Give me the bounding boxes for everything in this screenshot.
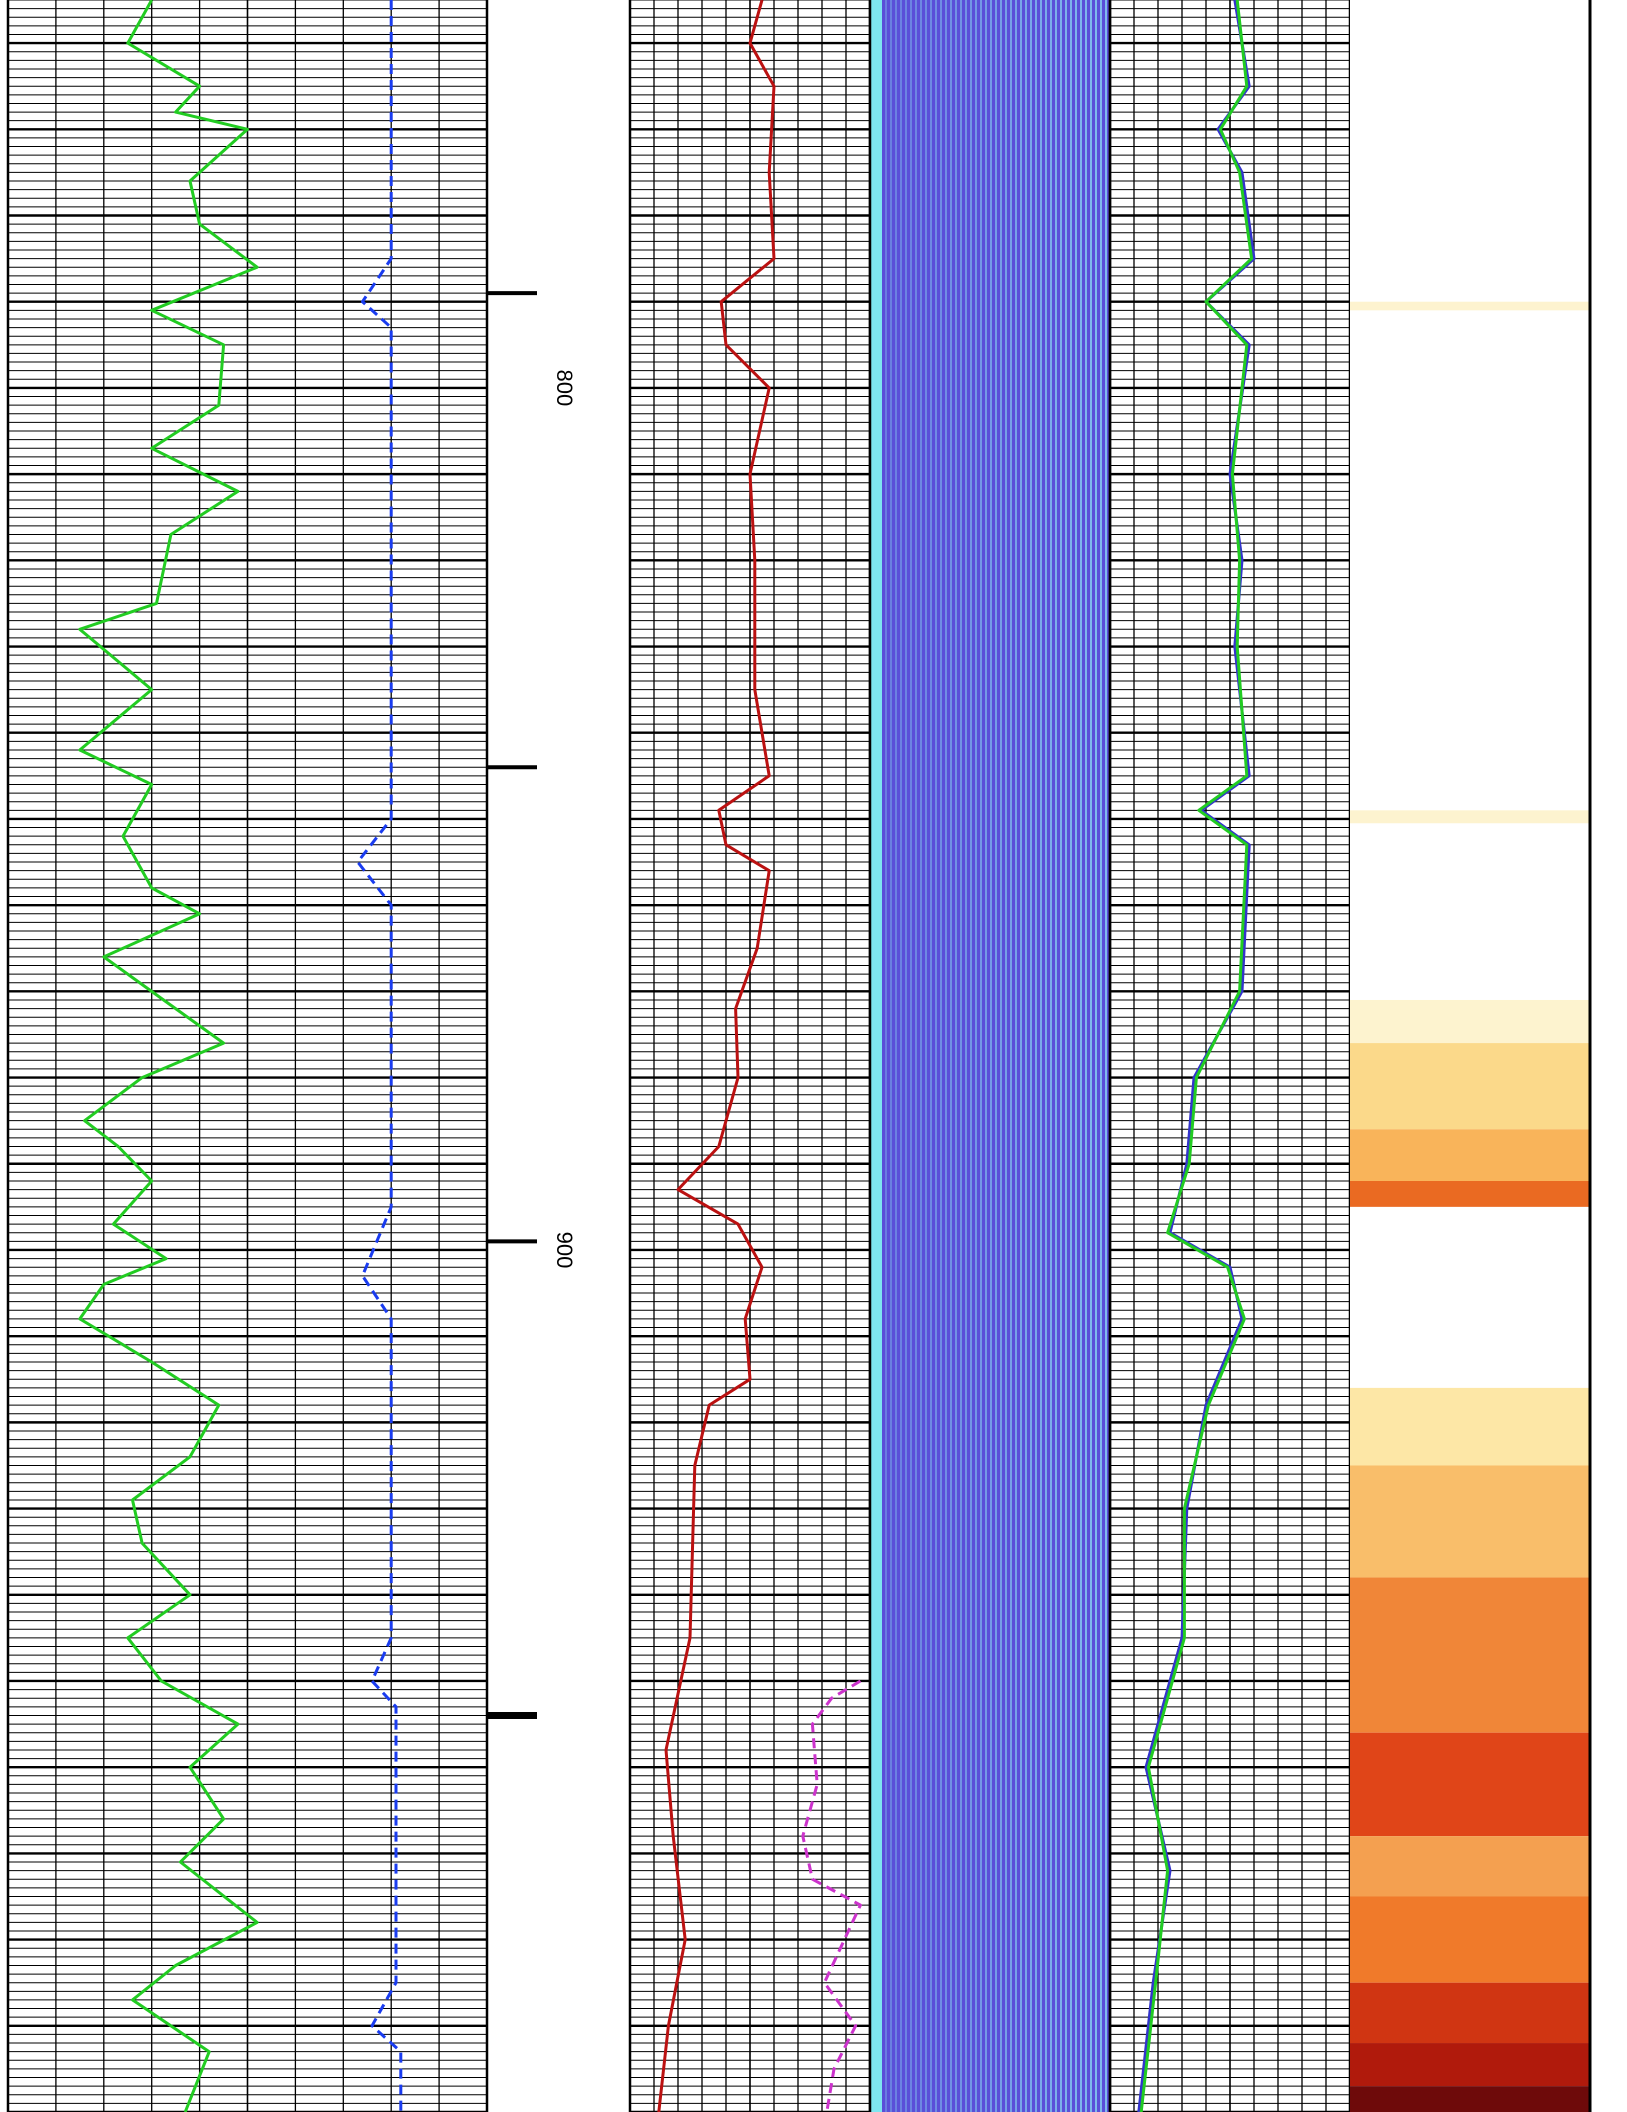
track-3 [1108, 0, 1352, 2112]
color-band [1350, 301, 1590, 311]
track-1-curves [78, 0, 403, 2112]
track-2 [628, 0, 872, 2112]
track-1 [6, 0, 489, 2112]
caliper-curve-a [1137, 0, 1256, 2112]
waveform-background [870, 0, 1110, 2112]
density-curve [801, 1679, 862, 2112]
color-band [1350, 1465, 1590, 1578]
waveform-stripes [885, 0, 1107, 2112]
color-band [1350, 2043, 1590, 2087]
color-band [1350, 1732, 1590, 1837]
track-4 [1350, 0, 1592, 2112]
color-band [1350, 810, 1590, 824]
track-2-curves [657, 0, 862, 2112]
track-4-bands [1350, 0, 1592, 2112]
track-3-grid [1108, 0, 1352, 2112]
color-band [1350, 1180, 1590, 1207]
depth-label-900: 900 [552, 1232, 577, 1269]
color-band [1350, 1982, 1590, 2044]
track-3-curves [1137, 0, 1256, 2112]
depth-track: 800 900 [486, 0, 577, 2112]
color-band [1350, 1836, 1590, 1897]
gr-curve [78, 0, 259, 2112]
depth-ticks [486, 0, 537, 2112]
waveform-track [868, 0, 1112, 2112]
caliper-curve-b [1139, 0, 1254, 2112]
sp-curve [356, 0, 403, 2112]
color-band [1350, 1129, 1590, 1181]
color-band [1350, 1043, 1590, 1130]
color-band [1350, 2086, 1590, 2112]
track-1-grid [6, 0, 489, 2112]
color-band [1350, 999, 1590, 1044]
depth-label-800: 800 [552, 370, 577, 407]
color-band [1350, 1387, 1590, 1466]
waveform-left-band [870, 0, 882, 2112]
track-2-grid [628, 0, 872, 2112]
resistivity-curve [657, 0, 776, 2112]
color-band [1350, 1577, 1590, 1733]
color-band [1350, 1896, 1590, 1983]
